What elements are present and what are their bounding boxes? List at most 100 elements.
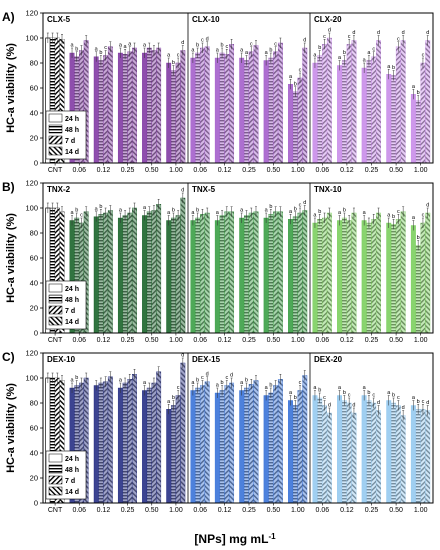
bar (263, 217, 269, 334)
x-tick-label: 0.25 (365, 167, 379, 174)
panel-2: B) 0 20 40 60 80 100 120 HC-a viability (%) TNX-2… (2, 179, 434, 344)
bar-pattern (224, 385, 230, 503)
significance-label: a (143, 380, 147, 386)
significance-label: a (119, 378, 123, 384)
significance-label: d (303, 38, 306, 44)
bar-pattern (171, 405, 176, 503)
bar-pattern (204, 381, 210, 503)
significance-label: b (367, 390, 370, 396)
legend-label: 14 d (65, 319, 79, 326)
significance-label: a (265, 50, 269, 56)
bar-pattern (322, 44, 327, 163)
legend-swatch (48, 486, 63, 496)
bar (142, 52, 147, 164)
bar-pattern (127, 379, 132, 503)
bar-pattern (376, 410, 381, 503)
significance-label: c (323, 395, 326, 401)
bar-pattern (229, 211, 234, 333)
bar (142, 390, 147, 504)
y-tick-label: 40 (30, 279, 38, 288)
bar-pattern (342, 400, 347, 503)
panel-label: C) (2, 350, 15, 364)
significance-label: d (352, 403, 355, 409)
bar-pattern (253, 45, 259, 163)
bar-pattern (278, 43, 283, 163)
x-tick-label: 0.25 (121, 167, 135, 174)
significance-label: b (196, 43, 199, 49)
significance-label: b (172, 60, 175, 66)
legend-swatch (48, 464, 63, 474)
significance-label: b (99, 204, 102, 210)
x-tick-label: 0.12 (97, 167, 111, 174)
bar (93, 385, 99, 504)
significance-label: a (313, 53, 317, 59)
bar (263, 395, 269, 504)
y-tick-label: 20 (30, 304, 38, 313)
significance-label: a (119, 208, 123, 214)
bar-pattern (400, 211, 406, 333)
bar-pattern (425, 40, 430, 163)
significance-label: c (299, 68, 302, 74)
significance-label: c (323, 34, 326, 40)
significance-label: b (318, 388, 321, 394)
significance-label: c (422, 399, 425, 405)
bar-pattern (219, 53, 225, 163)
significance-label: c (201, 375, 204, 381)
bar-pattern (55, 378, 60, 503)
significance-label: d (230, 373, 233, 379)
bar-pattern (322, 405, 327, 503)
bar-pattern (351, 413, 357, 503)
bar-pattern (83, 378, 89, 503)
significance-label: d (426, 400, 429, 406)
significance-label: a (216, 48, 220, 54)
bar (214, 220, 220, 334)
significance-label: b (172, 208, 175, 214)
legend-swatch (48, 124, 63, 134)
bar (386, 74, 392, 164)
bar-pattern (391, 75, 396, 163)
bar (239, 217, 245, 334)
bar-pattern (400, 415, 406, 503)
significance-label: b (294, 395, 297, 401)
bar (410, 225, 416, 334)
bar-pattern (327, 413, 332, 503)
bar-pattern (108, 376, 113, 503)
x-axis-label: [NPs] mg mL-1 (194, 532, 276, 546)
significance-label: a (167, 53, 171, 59)
significance-label: d (402, 405, 405, 411)
bar-pattern (195, 388, 200, 503)
group-title: TNX-10 (314, 185, 342, 194)
significance-label: a (240, 48, 244, 54)
significance-label: c (177, 53, 180, 59)
bar-pattern (351, 40, 357, 163)
bar-pattern (175, 63, 181, 163)
significance-label: a (216, 210, 220, 216)
panel-1: A) 0 20 40 60 80 100 120 HC-a viability (%) CLX-5… (2, 9, 434, 174)
significance-label: a (363, 210, 367, 216)
x-tick-label: 1.00 (291, 337, 305, 344)
significance-label: c (225, 375, 228, 381)
significance-label: a (412, 84, 416, 90)
bar-pattern (253, 380, 259, 503)
y-tick-label: 80 (30, 59, 38, 68)
significance-label: b (172, 395, 175, 401)
x-tick-label: 1.00 (291, 167, 305, 174)
bar-pattern (229, 44, 234, 163)
bar (239, 57, 245, 164)
bar-pattern (366, 223, 372, 333)
bar-pattern (327, 38, 332, 163)
significance-label: a (338, 55, 342, 61)
significance-label: b (417, 399, 420, 405)
legend-swatch (48, 146, 63, 156)
significance-label: a (265, 385, 269, 391)
legend-swatch (48, 283, 63, 293)
bar (117, 52, 123, 164)
significance-label: b (417, 235, 420, 241)
x-tick-label: 0.12 (218, 507, 232, 514)
y-tick-label: 40 (30, 109, 38, 118)
legend-label: 24 h (65, 456, 79, 463)
x-tick-label: 0.50 (267, 507, 281, 514)
bar-pattern (253, 211, 259, 333)
significance-label: c (372, 46, 375, 52)
